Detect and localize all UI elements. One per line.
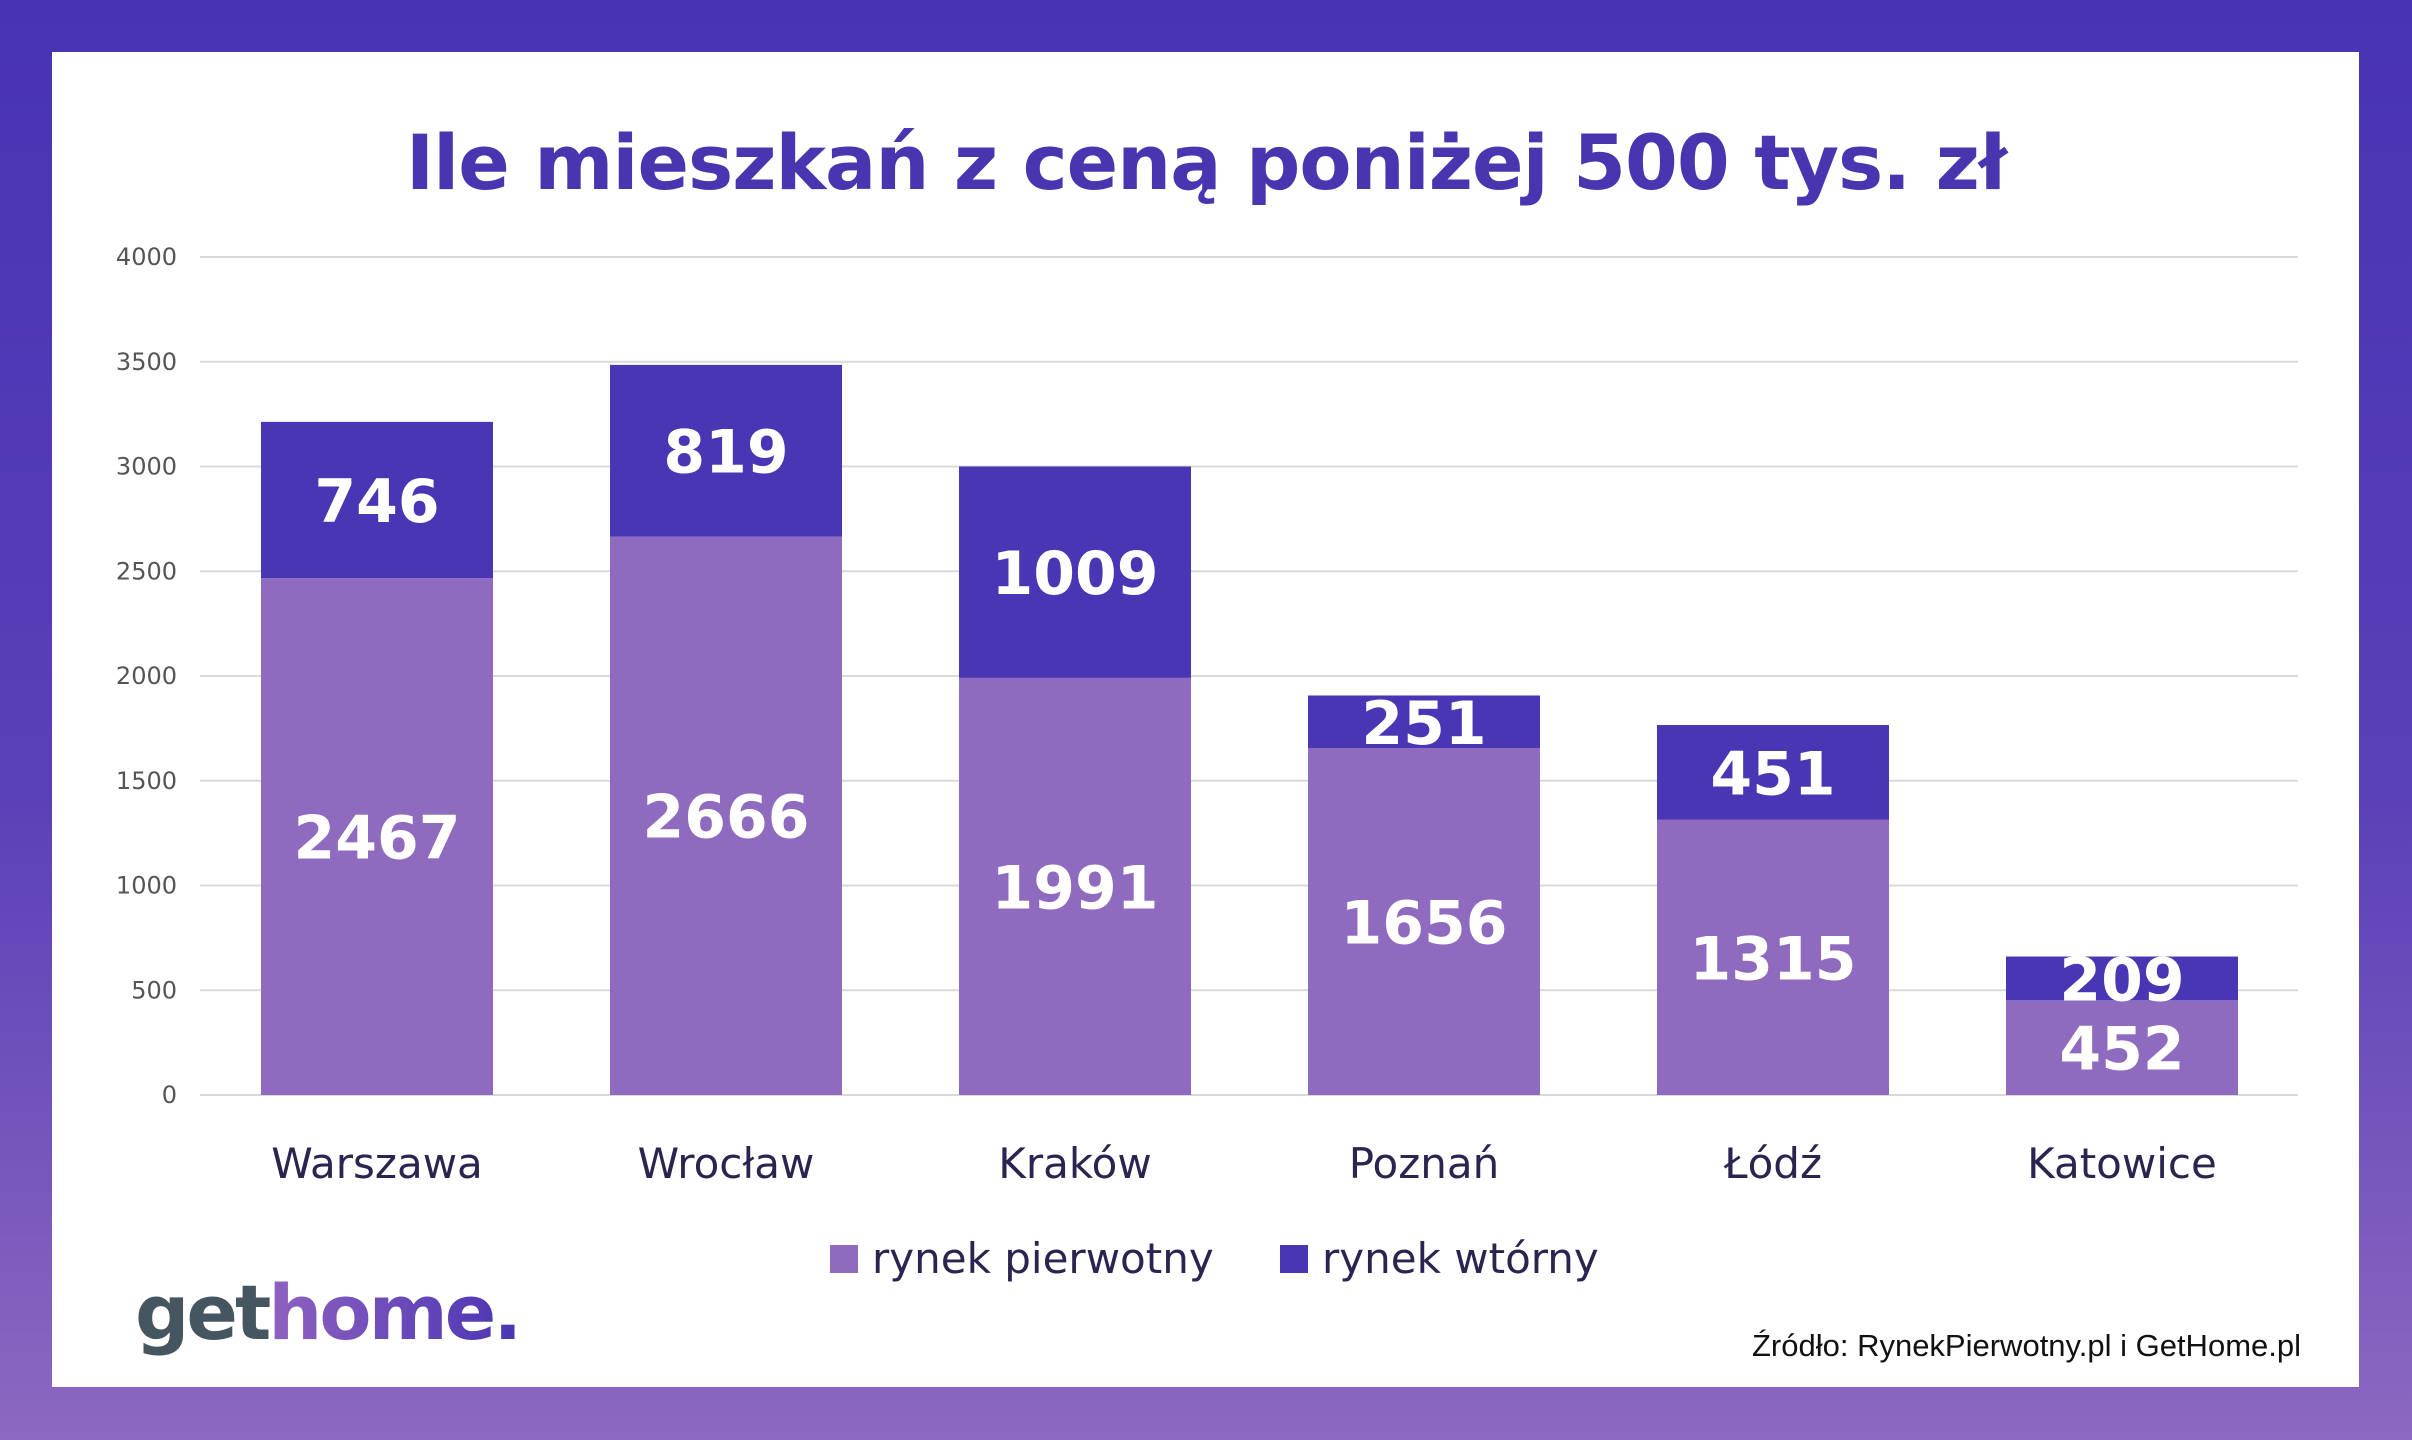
data-label: 2467: [294, 804, 461, 874]
bar-primary: [261, 578, 493, 1095]
bar-secondary: [959, 466, 1191, 678]
legend-label: rynek wtórny: [1322, 1234, 1599, 1283]
data-label: 209: [2059, 945, 2184, 1015]
bar-primary: [2006, 1000, 2238, 1095]
source-note: Źródło: RynekPierwotny.pl i GetHome.pl: [1751, 1328, 2301, 1363]
bar-primary: [1657, 819, 1889, 1095]
legend-label: rynek pierwotny: [872, 1234, 1214, 1283]
data-label: 251: [1361, 689, 1486, 759]
x-tick-label: Poznań: [1349, 1139, 1500, 1188]
data-label: 452: [2059, 1015, 2184, 1085]
data-label: 746: [314, 467, 439, 537]
y-tick-label: 3000: [116, 453, 177, 481]
legend-swatch: [1280, 1245, 1308, 1273]
x-tick-label: Katowice: [2027, 1139, 2217, 1188]
y-tick-label: 4000: [116, 243, 177, 271]
bar-primary: [1308, 748, 1540, 1095]
bar-secondary: [610, 364, 842, 537]
legend-swatch: [830, 1245, 858, 1273]
data-label: 451: [1710, 739, 1835, 809]
x-tick-label: Wrocław: [638, 1139, 815, 1188]
data-label: 2666: [643, 783, 810, 853]
x-tick-label: Warszawa: [271, 1139, 483, 1188]
y-tick-label: 500: [131, 976, 177, 1004]
bar-primary: [959, 677, 1191, 1095]
gethome-logo: gethome.: [135, 1268, 522, 1357]
logo-get: get: [135, 1268, 271, 1357]
bar-secondary: [1657, 725, 1889, 820]
data-label: 1009: [992, 539, 1159, 609]
x-tick-label: Łódź: [1723, 1139, 1822, 1188]
y-tick-label: 1000: [116, 872, 177, 900]
logo-home: home.: [268, 1268, 522, 1357]
bar-secondary: [2006, 956, 2238, 1001]
data-label: 1656: [1341, 889, 1508, 959]
data-label: 819: [663, 418, 788, 488]
data-label: 1315: [1690, 924, 1857, 994]
bar-secondary: [1308, 695, 1540, 749]
bar-primary: [610, 536, 842, 1095]
y-tick-label: 1500: [116, 767, 177, 795]
y-tick-label: 3500: [116, 348, 177, 376]
chart-title: Ile mieszkań z ceną poniżej 500 tys. zł: [405, 118, 2007, 207]
x-tick-label: Kraków: [998, 1139, 1151, 1188]
data-label: 1991: [992, 853, 1159, 923]
bar-secondary: [261, 421, 493, 579]
y-tick-label: 2500: [116, 557, 177, 585]
y-tick-label: 2000: [116, 662, 177, 690]
y-tick-label: 0: [162, 1081, 177, 1109]
